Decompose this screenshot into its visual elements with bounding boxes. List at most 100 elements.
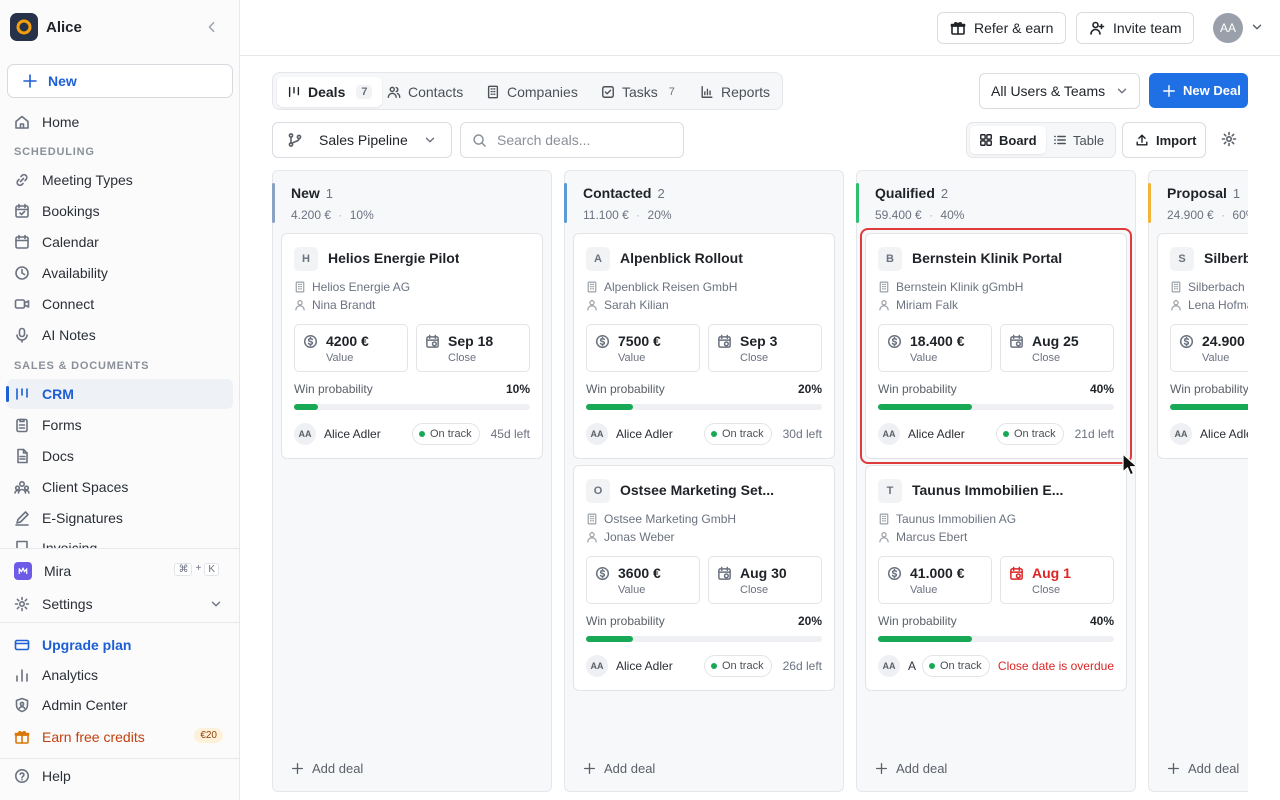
sidebar-item-settings[interactable]: Settings bbox=[7, 589, 233, 619]
sidebar-item-forms[interactable]: Forms bbox=[7, 410, 233, 440]
tab-companies[interactable]: Companies bbox=[476, 77, 588, 107]
contact-name: Sarah Kilian bbox=[604, 298, 669, 312]
column-amount: 11.100 € bbox=[583, 208, 629, 222]
sidebar-item-invoicing[interactable]: Invoicing bbox=[7, 533, 233, 549]
win-probability-bar bbox=[294, 404, 530, 410]
sidebar-item-admin-center[interactable]: Admin Center bbox=[7, 690, 233, 720]
tab-label: Contacts bbox=[408, 84, 464, 100]
user-avatar[interactable]: AA bbox=[1213, 13, 1243, 43]
board-settings-icon[interactable] bbox=[1221, 131, 1237, 147]
deal-title[interactable]: Bernstein Klinik Portal bbox=[912, 250, 1063, 266]
view-board-button[interactable]: Board bbox=[970, 126, 1046, 154]
sidebar-item-earn-credits[interactable]: Earn free credits €20 bbox=[7, 722, 233, 752]
status-badge: On track bbox=[412, 423, 480, 445]
sidebar-item-home[interactable]: Home bbox=[7, 107, 233, 137]
add-deal-label: Add deal bbox=[896, 761, 948, 776]
refer-earn-button[interactable]: Refer & earn bbox=[937, 12, 1067, 44]
tab-tasks[interactable]: Tasks 7 bbox=[591, 77, 685, 107]
sidebar-item-mira[interactable]: Mira ⌘ + K bbox=[7, 556, 233, 586]
deal-company: Ostsee Marketing GmbH bbox=[586, 512, 736, 526]
sidebar-scroll-clip: Invoicing bbox=[0, 533, 240, 549]
add-deal-button[interactable]: Add deal bbox=[875, 761, 947, 776]
tab-reports[interactable]: Reports bbox=[690, 77, 780, 107]
deal-title[interactable]: Taunus Immobilien E... bbox=[912, 482, 1064, 498]
deal-card[interactable]: S Silberbach Relaunch Silberbach Design … bbox=[1157, 233, 1248, 459]
tab-contacts[interactable]: Contacts bbox=[377, 77, 473, 107]
win-probability-bar bbox=[878, 404, 1114, 410]
tab-deals[interactable]: Deals 7 bbox=[277, 77, 383, 107]
deal-initial: B bbox=[878, 247, 902, 271]
sidebar-item-label: Admin Center bbox=[42, 697, 128, 713]
users-teams-select[interactable]: All Users & Teams bbox=[979, 73, 1140, 109]
sidebar-item-ai-notes[interactable]: AI Notes bbox=[7, 320, 233, 350]
pipeline-value: Sales Pipeline bbox=[319, 132, 408, 148]
pipeline-select[interactable]: Sales Pipeline bbox=[272, 122, 452, 158]
sidebar-item-help[interactable]: Help bbox=[7, 761, 233, 791]
contact-name: Lena Hofmann bbox=[1188, 298, 1248, 312]
owner-avatar: AA bbox=[1170, 423, 1192, 445]
workspace-switcher[interactable]: Alice bbox=[10, 13, 82, 41]
view-table-button[interactable]: Table bbox=[1044, 126, 1113, 154]
invite-team-button[interactable]: Invite team bbox=[1076, 12, 1195, 44]
win-probability-label: Win probability bbox=[586, 614, 665, 628]
deal-close-date: Sep 3 bbox=[740, 333, 778, 349]
sidebar-item-analytics[interactable]: Analytics bbox=[7, 660, 233, 690]
sidebar-item-connect[interactable]: Connect bbox=[7, 289, 233, 319]
column-title: New bbox=[291, 185, 320, 201]
deal-title[interactable]: Ostsee Marketing Set... bbox=[620, 482, 775, 498]
deal-card[interactable]: H Helios Energie Pilot Helios Energie AG… bbox=[281, 233, 543, 459]
column-title: Contacted bbox=[583, 185, 652, 201]
sidebar-item-meeting-types[interactable]: Meeting Types bbox=[7, 165, 233, 195]
deal-title[interactable]: Alpenblick Rollout bbox=[620, 250, 743, 266]
search-input[interactable] bbox=[497, 132, 667, 148]
add-deal-button[interactable]: Add deal bbox=[1167, 761, 1239, 776]
column-summary: 4.200 € · 10% bbox=[291, 208, 374, 222]
workspace-name: Alice bbox=[46, 18, 82, 36]
deal-card[interactable]: O Ostsee Marketing Set... Ostsee Marketi… bbox=[573, 465, 835, 691]
import-button[interactable]: Import bbox=[1122, 122, 1206, 158]
sidebar-item-upgrade-plan[interactable]: Upgrade plan bbox=[7, 630, 233, 660]
column-proposal: Proposal 1 24.900 € · 60% Add deal S Sil… bbox=[1148, 170, 1248, 792]
link-icon bbox=[16, 173, 28, 187]
sidebar-item-docs[interactable]: Docs bbox=[7, 441, 233, 471]
sidebar-item-calendar[interactable]: Calendar bbox=[7, 227, 233, 257]
add-deal-label: Add deal bbox=[1188, 761, 1240, 776]
win-probability-bar bbox=[586, 636, 822, 642]
deal-title[interactable]: Helios Energie Pilot bbox=[328, 250, 460, 266]
sidebar-item-availability[interactable]: Availability bbox=[7, 258, 233, 288]
deal-value-box: 18.400 € Value bbox=[878, 324, 992, 372]
grid-icon bbox=[980, 134, 992, 146]
deal-value: 4200 € bbox=[326, 333, 369, 349]
sidebar-item-e-signatures[interactable]: E-Signatures bbox=[7, 503, 233, 533]
sidebar-item-bookings[interactable]: Bookings bbox=[7, 196, 233, 226]
collapse-sidebar-icon[interactable] bbox=[205, 20, 219, 34]
win-probability-label: Win probability bbox=[586, 382, 665, 396]
crm-tabs: Deals 7 Contacts Companies Tasks 7 Repor… bbox=[272, 72, 783, 110]
new-deal-button[interactable]: New Deal bbox=[1149, 73, 1248, 108]
calendar-icon bbox=[15, 234, 29, 249]
users-icon bbox=[387, 86, 401, 98]
building-icon bbox=[1171, 281, 1181, 293]
deal-card[interactable]: T Taunus Immobilien E... Taunus Immobili… bbox=[865, 465, 1127, 691]
deal-contact: Miriam Falk bbox=[878, 298, 958, 312]
clipboard-icon bbox=[16, 418, 28, 433]
user-icon bbox=[1171, 300, 1181, 311]
column-count: 2 bbox=[940, 186, 949, 201]
deal-card[interactable]: A Alpenblick Rollout Alpenblick Reisen G… bbox=[573, 233, 835, 459]
deal-close-box: Aug 1 Close bbox=[1000, 556, 1114, 604]
add-deal-button[interactable]: Add deal bbox=[583, 761, 655, 776]
column-percent: 20% bbox=[647, 208, 672, 222]
deal-card[interactable]: B Bernstein Klinik Portal Bernstein Klin… bbox=[865, 233, 1127, 459]
new-button[interactable]: New bbox=[7, 64, 233, 98]
sidebar-item-crm[interactable]: CRM bbox=[6, 379, 233, 409]
user-icon bbox=[587, 300, 597, 311]
win-probability-value: 10% bbox=[505, 382, 530, 396]
add-deal-button[interactable]: Add deal bbox=[291, 761, 363, 776]
plus-icon bbox=[1163, 84, 1175, 97]
sidebar-item-client-spaces[interactable]: Client Spaces bbox=[7, 472, 233, 502]
new-button-label: New bbox=[48, 73, 77, 89]
deal-title[interactable]: Silberbach Relaunch bbox=[1204, 250, 1248, 266]
status-dot bbox=[1003, 431, 1009, 437]
chevron-down-icon[interactable] bbox=[1250, 20, 1264, 34]
owner-name: Alice Adler bbox=[324, 427, 381, 441]
